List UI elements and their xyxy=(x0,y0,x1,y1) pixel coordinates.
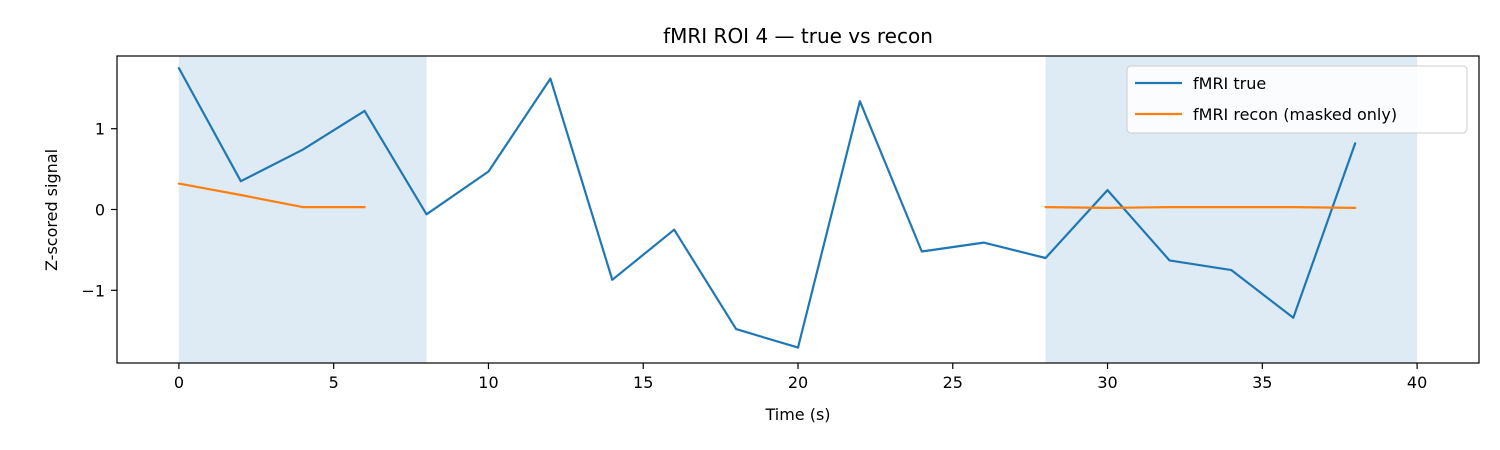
legend: fMRI true fMRI recon (masked only) xyxy=(1126,65,1468,134)
legend-label-true: fMRI true xyxy=(1193,74,1266,93)
x-tick-label: 15 xyxy=(633,373,653,392)
x-axis-label: Time (s) xyxy=(764,405,830,424)
x-tick-label: 0 xyxy=(174,373,184,392)
x-tick-label: 25 xyxy=(943,373,963,392)
legend-box xyxy=(1126,65,1468,134)
x-axis: 0 5 10 15 20 25 30 35 40 xyxy=(174,363,1427,392)
chart-title: fMRI ROI 4 — true vs recon xyxy=(663,24,933,48)
series-layer xyxy=(177,66,1357,349)
x-tick-label: 5 xyxy=(329,373,339,392)
series-line-fmri-recon-0 xyxy=(177,182,366,209)
series-line-fmri-true xyxy=(177,66,1357,349)
y-axis-label: Z-scored signal xyxy=(42,149,61,271)
x-tick-label: 10 xyxy=(478,373,498,392)
x-tick-label: 35 xyxy=(1252,373,1272,392)
x-tick-label: 40 xyxy=(1407,373,1427,392)
x-tick-label: 20 xyxy=(788,373,808,392)
y-axis: −1 0 1 xyxy=(81,120,117,300)
y-tick-label: 1 xyxy=(95,120,105,139)
masked-region-0 xyxy=(178,56,427,363)
x-tick-label: 30 xyxy=(1097,373,1117,392)
y-tick-label: 0 xyxy=(95,201,105,220)
series-line-fmri-recon-1 xyxy=(1044,206,1357,209)
legend-label-recon: fMRI recon (masked only) xyxy=(1193,105,1397,124)
y-tick-label: −1 xyxy=(81,281,105,300)
